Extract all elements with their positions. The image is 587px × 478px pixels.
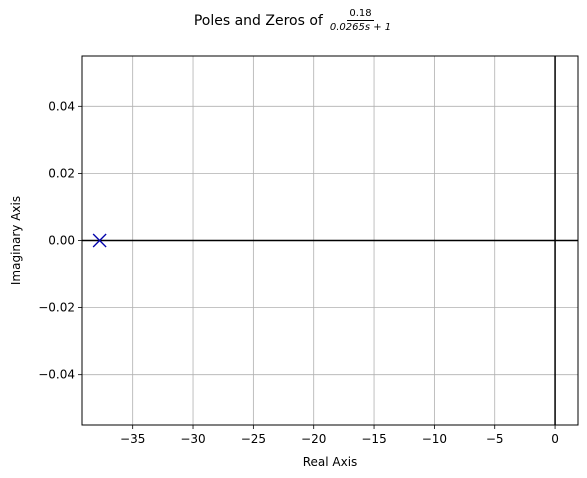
transfer-function-numerator: 0.18 <box>347 8 374 21</box>
y-tick-label: −0.02 <box>38 301 75 315</box>
y-tick-label: 0.02 <box>48 166 75 180</box>
y-axis-label: Imaginary Axis <box>9 196 23 285</box>
y-tick-label: 0.00 <box>48 234 75 248</box>
x-tick-label: −15 <box>361 432 386 446</box>
chart-title: Poles and Zeros of 0.18 0.0265s + 1 <box>0 8 587 33</box>
x-tick-label: −25 <box>241 432 266 446</box>
pole-marker-stroke <box>92 233 107 248</box>
x-tick-label: −35 <box>120 432 145 446</box>
pole-marker <box>92 233 107 248</box>
x-tick-label: −30 <box>180 432 205 446</box>
x-tick-label: −10 <box>422 432 447 446</box>
y-tick-label: 0.04 <box>48 99 75 113</box>
chart-title-text: Poles and Zeros of <box>193 12 323 29</box>
transfer-function-fraction: 0.18 0.0265s + 1 <box>328 8 393 33</box>
x-tick-label: −5 <box>486 432 504 446</box>
y-tick-label: −0.04 <box>38 368 75 382</box>
transfer-function-denominator: 0.0265s + 1 <box>329 22 392 33</box>
x-tick-label: −20 <box>301 432 326 446</box>
x-axis-label: Real Axis <box>303 455 358 469</box>
x-tick-label: 0 <box>551 432 559 446</box>
